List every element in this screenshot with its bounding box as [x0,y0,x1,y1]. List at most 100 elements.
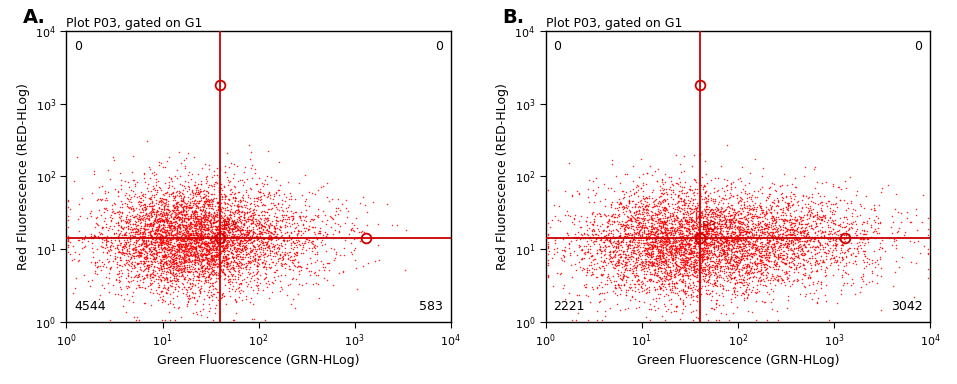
Point [660,214,676,220]
Point [779,236,794,242]
Point [672,268,687,274]
Point [615,237,631,243]
Point [645,241,660,247]
Point [194,218,210,224]
Point [200,264,215,270]
Point [246,207,261,213]
Point [170,234,186,240]
Point [725,219,741,225]
Point [166,258,181,265]
Point [220,237,235,243]
Point [175,290,190,296]
Point [128,317,144,323]
Point [715,214,730,220]
Point [675,300,690,306]
Point [712,251,727,257]
Point [612,233,628,239]
Point [790,253,806,260]
Point [766,241,781,247]
Point [224,234,239,240]
Point [674,231,689,237]
Point [161,184,176,190]
Point [194,202,210,209]
Point [208,203,223,209]
Point [191,197,207,204]
Point [648,239,663,245]
Point [668,252,683,258]
Point [697,244,712,250]
Point [810,212,825,218]
Point [178,248,193,254]
Point [657,214,673,220]
Point [701,270,717,276]
Point [581,293,596,299]
Point [670,245,685,251]
Point [680,219,696,225]
Point [237,204,253,210]
Point [186,212,201,218]
Point [812,238,827,245]
Point [188,281,203,288]
Point [175,260,190,266]
Point [757,299,772,305]
Point [803,212,818,218]
Point [203,224,218,230]
Point [678,240,693,247]
Point [641,306,657,312]
Point [603,277,618,283]
Point [172,241,188,247]
Point [643,239,658,245]
Point [143,221,158,227]
Point [826,237,841,243]
Point [61,244,77,250]
Point [700,251,715,257]
Point [215,222,231,228]
Point [744,218,759,224]
Point [227,266,242,273]
Point [597,248,612,255]
Point [230,251,245,257]
Point [304,245,320,251]
Point [200,226,215,232]
Point [642,243,657,250]
Point [221,229,236,235]
Point [171,201,187,207]
Point [645,238,660,245]
Point [730,225,746,232]
Point [624,213,639,219]
Point [761,277,776,283]
Point [733,256,748,262]
Point [639,250,655,256]
Point [790,243,806,250]
Point [723,184,739,190]
Point [701,192,716,198]
Point [681,280,697,286]
Point [209,285,224,291]
Point [227,248,242,255]
Point [715,235,730,241]
Point [283,253,299,259]
Point [702,217,718,223]
Point [768,218,784,224]
Point [180,269,195,275]
Point [287,196,302,202]
Point [634,260,650,266]
Point [223,161,238,167]
Point [285,266,300,273]
Point [191,258,207,264]
Point [684,291,700,298]
Point [196,257,211,263]
Point [693,245,708,251]
Point [119,214,134,220]
Point [764,242,779,248]
Point [722,260,737,266]
Point [200,262,215,268]
Point [87,233,102,239]
Point [227,170,242,177]
Point [645,231,660,237]
Point [204,227,219,233]
Point [875,245,890,251]
Point [680,283,696,289]
Point [585,265,600,271]
Point [620,257,635,263]
